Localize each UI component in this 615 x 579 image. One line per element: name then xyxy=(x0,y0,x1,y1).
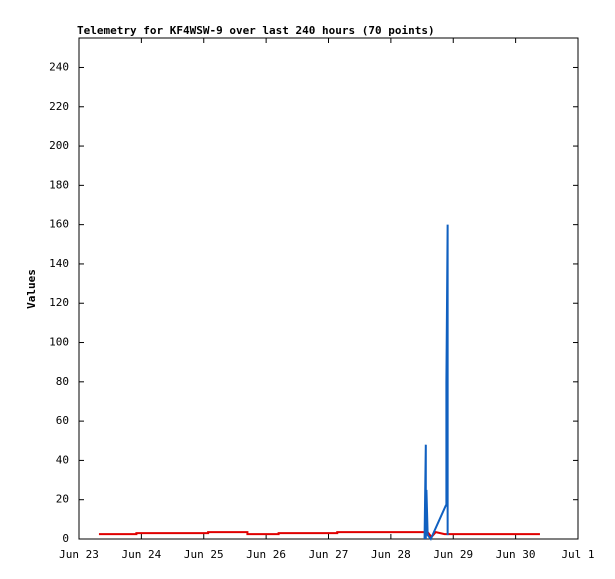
x-tick-label: Jun 24 xyxy=(122,548,162,561)
plot-frame xyxy=(78,37,579,540)
y-tick-label: 140 xyxy=(49,257,69,270)
x-tick-label: Jun 27 xyxy=(309,548,349,561)
x-tick-label: Jun 23 xyxy=(59,548,99,561)
y-axis-label: Values xyxy=(25,269,38,309)
y-tick-label: 80 xyxy=(56,375,69,388)
y-tick-label: 220 xyxy=(49,100,69,113)
y-tick-label: 0 xyxy=(62,532,69,545)
series-line xyxy=(423,224,449,541)
x-tick-label: Jun 30 xyxy=(496,548,536,561)
x-tick-label: Jun 29 xyxy=(433,548,473,561)
y-tick-label: 180 xyxy=(49,178,69,191)
x-tick-label: Jun 25 xyxy=(184,548,224,561)
y-tick-label: 240 xyxy=(49,60,69,73)
y-tick-label: 40 xyxy=(56,453,69,466)
y-tick-label: 20 xyxy=(56,493,69,506)
y-tick-label: 120 xyxy=(49,296,69,309)
series-line xyxy=(98,531,540,539)
chart-title: Telemetry for KF4WSW-9 over last 240 hou… xyxy=(77,24,435,37)
x-tick-label: Jul 1 xyxy=(561,548,594,561)
x-tick-label: Jun 26 xyxy=(246,548,286,561)
x-tick-label: Jun 28 xyxy=(371,548,411,561)
y-tick-label: 100 xyxy=(49,336,69,349)
y-tick-label: 60 xyxy=(56,414,69,427)
y-tick-label: 160 xyxy=(49,218,69,231)
y-tick-label: 200 xyxy=(49,139,69,152)
